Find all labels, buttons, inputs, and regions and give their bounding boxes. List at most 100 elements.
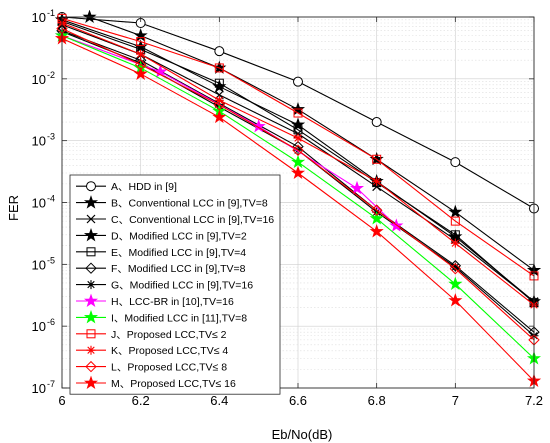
data-point xyxy=(369,211,384,225)
y-tick-exponent: -7 xyxy=(47,379,55,389)
data-point xyxy=(214,78,224,88)
series-line xyxy=(61,17,535,277)
legend-entry: B、Conventional LCC in [9],TV=8 xyxy=(76,195,268,210)
legend-label: D、Modified LCC in [9],TV=2 xyxy=(111,230,247,242)
data-point xyxy=(448,204,463,219)
series-line xyxy=(61,28,535,341)
x-axis-label: Eb/No(dB) xyxy=(272,427,333,442)
x-tick-label: 6.6 xyxy=(289,393,307,408)
data-point xyxy=(290,154,306,169)
legend-marker xyxy=(83,227,99,242)
data-point xyxy=(136,37,146,47)
legend-label: F、Modified LCC in [9],TV=8 xyxy=(111,263,246,275)
data-point xyxy=(450,238,460,248)
data-point xyxy=(450,157,461,168)
legend-label: J、Proposed LCC,TV≤ 2 xyxy=(111,329,227,341)
legend-entry: J、Proposed LCC,TV≤ 2 xyxy=(76,329,227,341)
data-point xyxy=(293,108,303,118)
data-point xyxy=(349,180,365,195)
y-tick-label: 10 xyxy=(32,196,46,211)
x-tick-label: 6.4 xyxy=(210,393,228,408)
data-point xyxy=(214,63,224,73)
series-line xyxy=(61,20,535,304)
legend-marker xyxy=(86,280,96,290)
legend: A、HDD in [9] B、Conventional LCC in [9],TV… xyxy=(69,174,281,395)
y-tick-exponent: -3 xyxy=(47,132,55,142)
series-layer xyxy=(55,10,541,387)
y-tick-exponent: -5 xyxy=(47,255,55,265)
legend-entry: H、LCC-BR in [10],TV=16 xyxy=(76,293,234,308)
y-tick-exponent: -4 xyxy=(47,194,55,204)
legend-label: H、LCC-BR in [10],TV=16 xyxy=(111,296,234,308)
data-point xyxy=(292,144,304,156)
data-point xyxy=(290,165,306,179)
data-point xyxy=(371,117,382,128)
data-point xyxy=(448,276,463,291)
legend-label: G、Modified LCC in [9],TV=16 xyxy=(111,280,253,292)
legend-label: B、Conventional LCC in [9],TV=8 xyxy=(111,198,268,210)
x-tick-label: 7.2 xyxy=(525,393,543,408)
axes xyxy=(61,16,535,389)
legend-marker xyxy=(86,214,96,224)
data-point xyxy=(450,262,460,272)
x-tick-label: 7 xyxy=(452,393,459,408)
data-point xyxy=(370,204,383,216)
data-point xyxy=(372,176,382,186)
y-tick-label: 10 xyxy=(32,10,46,25)
legend-marker xyxy=(85,262,97,274)
y-tick-exponent: -1 xyxy=(47,8,55,18)
y-axis-label: FER xyxy=(6,195,21,221)
legend-marker xyxy=(83,195,99,209)
data-point xyxy=(369,224,384,238)
y-tick-exponent: -6 xyxy=(47,317,55,327)
legend-entry: D、Modified LCC in [9],TV=2 xyxy=(76,227,247,242)
legend-label: M、Proposed LCC,TV≤ 16 xyxy=(111,378,236,390)
data-point xyxy=(133,28,148,42)
y-tick-label: 10 xyxy=(32,257,46,272)
legend-marker xyxy=(83,293,99,307)
y-tick-label: 10 xyxy=(32,72,46,87)
legend-label: L、Proposed LCC,TV≤ 8 xyxy=(111,362,227,374)
legend-label: I、Modified LCC in [11],TV=8 xyxy=(111,312,247,324)
legend-label: E、Modified LCC in [9],TV=4 xyxy=(111,247,246,259)
data-point xyxy=(133,66,148,80)
legend-label: C、Conventional LCC in [9],TV=16 xyxy=(111,214,274,226)
data-point xyxy=(448,293,463,307)
legend-entry: A、HDD in [9] xyxy=(76,181,177,193)
legend-marker xyxy=(83,375,99,389)
data-point xyxy=(136,49,146,59)
legend-label: K、Proposed LCC,TV≤ 4 xyxy=(111,345,228,357)
data-point xyxy=(293,76,303,87)
data-point xyxy=(214,46,225,57)
data-point xyxy=(449,262,462,275)
legend-entry: C、Conventional LCC in [9],TV=16 xyxy=(76,214,274,226)
x-tick-label: 6.8 xyxy=(368,393,386,408)
data-point xyxy=(82,10,97,23)
legend-marker xyxy=(86,345,96,355)
legend-marker xyxy=(86,247,96,257)
data-point xyxy=(212,109,227,124)
legend-label: A、HDD in [9] xyxy=(111,181,177,193)
y-tick-exponent: -2 xyxy=(47,70,55,80)
data-point xyxy=(290,117,306,131)
tick-labels: 6 6.2 6.4 6.6 6.8 7 7.210-710-610-510-410 -310-… xyxy=(32,8,544,408)
legend-entry: E、Modified LCC in [9],TV=4 xyxy=(76,247,246,259)
legend-marker xyxy=(85,360,97,373)
data-point xyxy=(212,79,227,93)
x-tick-label: 6 xyxy=(58,393,65,408)
data-point xyxy=(293,133,303,143)
legend-marker xyxy=(86,329,96,339)
legend-entry: G、Modified LCC in [9],TV=16 xyxy=(76,280,253,292)
y-tick-label: 10 xyxy=(32,381,46,396)
legend-entry: M、Proposed LCC,TV≤ 16 xyxy=(76,375,236,390)
data-point xyxy=(450,216,460,226)
legend-entry: L、Proposed LCC,TV≤ 8 xyxy=(76,360,227,374)
x-tick-label: 6.2 xyxy=(132,393,150,408)
legend-marker xyxy=(86,181,96,192)
legend-entry: I、Modified LCC in [11],TV=8 xyxy=(76,309,247,324)
series-m xyxy=(55,31,541,387)
legend-marker xyxy=(83,309,99,324)
y-tick-label: 10 xyxy=(32,319,46,334)
